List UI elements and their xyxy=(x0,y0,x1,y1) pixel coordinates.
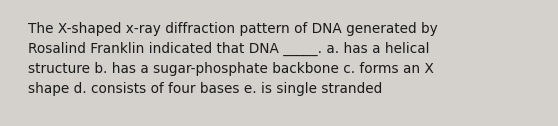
Text: The X-shaped x-ray diffraction pattern of DNA generated by
Rosalind Franklin ind: The X-shaped x-ray diffraction pattern o… xyxy=(28,22,437,96)
